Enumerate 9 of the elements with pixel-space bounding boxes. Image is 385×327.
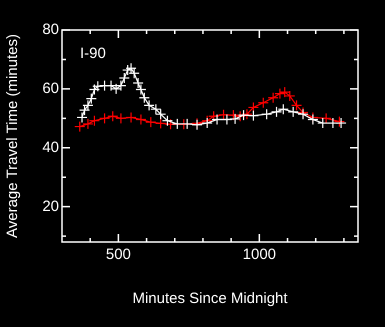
y-tick-label: 20 xyxy=(42,198,59,215)
x-axis-title: Minutes Since Midnight xyxy=(132,290,288,308)
annotation: I-90 xyxy=(80,45,106,62)
x-tick-label: 1000 xyxy=(242,246,276,264)
y-tick-label: 80 xyxy=(42,21,59,38)
y-tick-label: 40 xyxy=(42,138,59,156)
y-axis-title: Average Travel Time (minutes) xyxy=(4,34,22,238)
x-tick-label: 500 xyxy=(106,246,131,264)
y-tick-label: 60 xyxy=(42,80,59,98)
